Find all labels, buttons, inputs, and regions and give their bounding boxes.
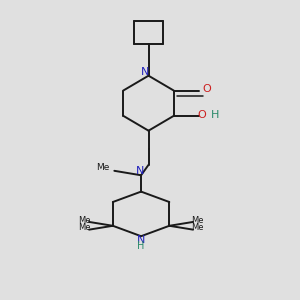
Text: Me: Me <box>191 216 204 225</box>
Text: Me: Me <box>78 224 91 232</box>
Text: O: O <box>198 110 206 120</box>
Text: N: N <box>136 167 144 176</box>
Text: H: H <box>137 241 145 251</box>
Text: N: N <box>141 67 150 77</box>
Text: Me: Me <box>191 224 204 232</box>
Text: Me: Me <box>78 216 91 225</box>
Text: O: O <box>202 84 211 94</box>
Text: Me: Me <box>96 163 109 172</box>
Text: N: N <box>137 236 145 245</box>
Text: H: H <box>211 110 219 120</box>
